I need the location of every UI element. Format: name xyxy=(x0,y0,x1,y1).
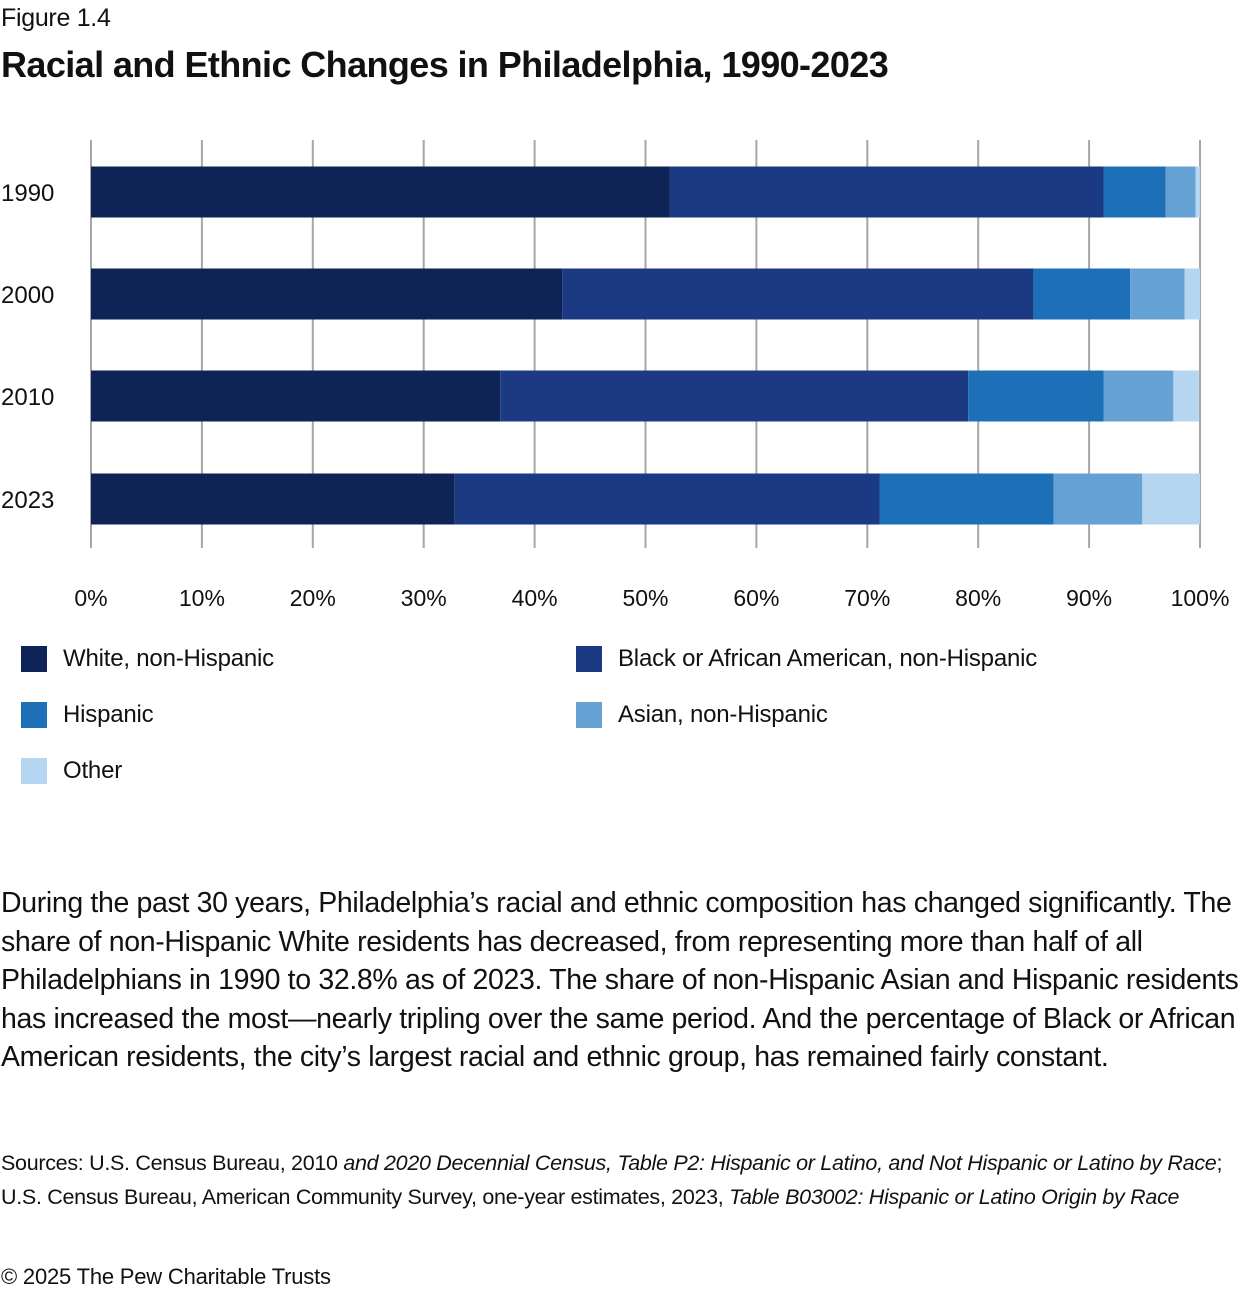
bar-segment-2000-white-non-hispanic xyxy=(91,268,563,320)
sources-italic-1: and 2020 Decennial Census, Table P2: His… xyxy=(343,1151,1217,1175)
bar-segment-2023-other xyxy=(1142,473,1200,525)
legend-swatch-asian xyxy=(576,702,602,728)
sources-middle: ; U.S. Census Bureau, American Community… xyxy=(1,1151,1223,1209)
y-category-label: 2000 xyxy=(1,282,54,309)
x-tick-label: 60% xyxy=(733,585,779,611)
bar-segment-1990-white-non-hispanic xyxy=(91,166,670,218)
chart-title: Racial and Ethnic Changes in Philadelphi… xyxy=(1,44,889,85)
legend-swatch-black xyxy=(576,646,602,672)
bar-segment-1990-asian-non-hispanic xyxy=(1165,166,1196,218)
legend-item-white: White, non-Hispanic xyxy=(21,645,274,673)
legend-item-asian: Asian, non-Hispanic xyxy=(576,701,828,729)
bar-segment-2010-white-non-hispanic xyxy=(91,370,501,422)
y-category-label: 2010 xyxy=(1,384,54,411)
legend-swatch-other xyxy=(21,758,47,784)
bar-segment-2010-asian-non-hispanic xyxy=(1103,370,1174,422)
x-tick-label: 40% xyxy=(512,585,558,611)
x-tick-label: 10% xyxy=(179,585,225,611)
x-tick-label: 90% xyxy=(1066,585,1112,611)
bar-segment-2000-other xyxy=(1184,268,1200,320)
bar-segment-2010-other xyxy=(1173,370,1199,422)
sources-prefix: Sources: U.S. Census Bureau, 2010 xyxy=(1,1151,344,1175)
bar-segment-2023-asian-non-hispanic xyxy=(1053,473,1143,525)
bar-segment-2010-black-or-african-american-non-hispanic xyxy=(500,370,969,422)
x-tick-label: 20% xyxy=(290,585,336,611)
stacked-bar-chart: 1990 2000 2010 2023 0% 10% 20% 30% 40% 50% 60% 70%… xyxy=(1,140,1229,611)
legend-swatch-hispanic xyxy=(21,702,47,728)
bars xyxy=(91,166,1200,525)
legend-swatch-white xyxy=(21,646,47,672)
bar-segment-2023-black-or-african-american-non-hispanic xyxy=(454,473,880,525)
bar-segment-1990-other xyxy=(1195,166,1200,218)
y-axis-labels: 1990 2000 2010 2023 xyxy=(1,180,54,514)
x-axis-labels: 0% 10% 20% 30% 40% 50% 60% 70% 80% 90% 100% xyxy=(74,585,1229,611)
x-tick-label: 100% xyxy=(1171,585,1230,611)
bar-segment-1990-hispanic xyxy=(1103,166,1166,218)
legend-label-white: White, non-Hispanic xyxy=(63,645,274,672)
x-tick-label: 50% xyxy=(622,585,668,611)
legend-item-other: Other xyxy=(21,757,122,785)
legend-label-black: Black or African American, non-Hispanic xyxy=(618,645,1038,672)
x-tick-label: 70% xyxy=(844,585,890,611)
bar-segment-2000-hispanic xyxy=(1033,268,1131,320)
sources-note: Sources: U.S. Census Bureau, 2010 and 20… xyxy=(1,1147,1239,1214)
bar-segment-2023-white-non-hispanic xyxy=(91,473,455,525)
y-category-label: 2023 xyxy=(1,487,54,514)
copyright: © 2025 The Pew Charitable Trusts xyxy=(1,1264,331,1289)
bar-segment-2023-hispanic xyxy=(879,473,1054,525)
legend-item-hispanic: Hispanic xyxy=(21,701,154,729)
bar-segment-1990-black-or-african-american-non-hispanic xyxy=(669,166,1104,218)
sources-italic-2: Table B03002: Hispanic or Latino Origin … xyxy=(729,1184,1180,1209)
y-category-label: 1990 xyxy=(1,180,54,207)
description-paragraph: During the past 30 years, Philadelphia’s… xyxy=(1,887,1239,1074)
legend-label-hispanic: Hispanic xyxy=(63,701,154,728)
legend-label-asian: Asian, non-Hispanic xyxy=(618,701,828,728)
bar-segment-2000-black-or-african-american-non-hispanic xyxy=(562,268,1034,320)
bar-segment-2000-asian-non-hispanic xyxy=(1130,268,1185,320)
legend-label-other: Other xyxy=(63,757,123,784)
figure-label: Figure 1.4 xyxy=(1,4,111,32)
legend-item-black: Black or African American, non-Hispanic xyxy=(576,645,1037,673)
x-tick-label: 80% xyxy=(955,585,1001,611)
x-tick-label: 30% xyxy=(401,585,447,611)
bar-segment-2010-hispanic xyxy=(968,370,1104,422)
x-tick-label: 0% xyxy=(74,585,107,611)
